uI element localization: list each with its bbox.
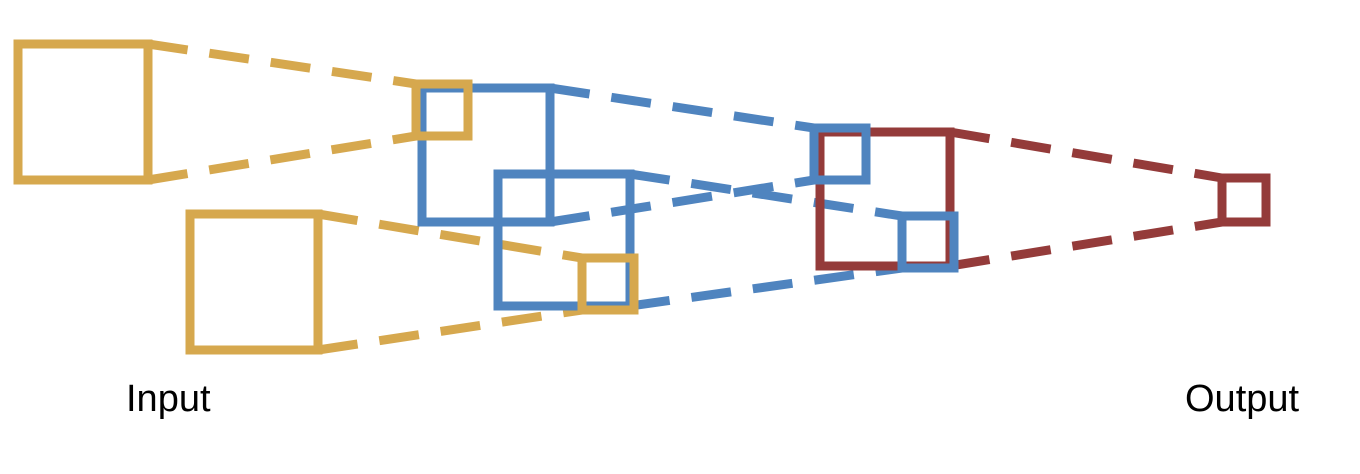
input-link xyxy=(147,39,417,89)
hidden1-box-top xyxy=(417,83,555,227)
receptive-patch-top xyxy=(411,79,473,141)
output-box xyxy=(1217,173,1271,227)
hidden-link xyxy=(629,263,903,311)
hidden-link xyxy=(549,175,815,227)
input-link xyxy=(147,131,417,185)
output-link xyxy=(949,127,1223,183)
hidden-link xyxy=(629,169,903,221)
receptive-patch-bottom xyxy=(577,253,639,315)
hidden1-box-bottom xyxy=(493,169,635,311)
input-label: Input xyxy=(126,378,211,420)
input-link xyxy=(317,305,583,355)
hidden-link xyxy=(549,83,815,133)
output-link xyxy=(949,217,1223,271)
input-link xyxy=(317,209,583,263)
hidden-patch-bottom xyxy=(897,211,959,273)
hidden-patch-top xyxy=(809,123,871,185)
input-box-bottom xyxy=(185,209,323,355)
output-label: Output xyxy=(1185,378,1300,420)
input-to-hidden-links xyxy=(147,39,583,355)
input-box-top xyxy=(13,39,153,185)
hidden-to-output-links xyxy=(949,127,1223,271)
hidden-to-hidden-links xyxy=(549,83,903,311)
hidden2-box xyxy=(815,127,955,271)
